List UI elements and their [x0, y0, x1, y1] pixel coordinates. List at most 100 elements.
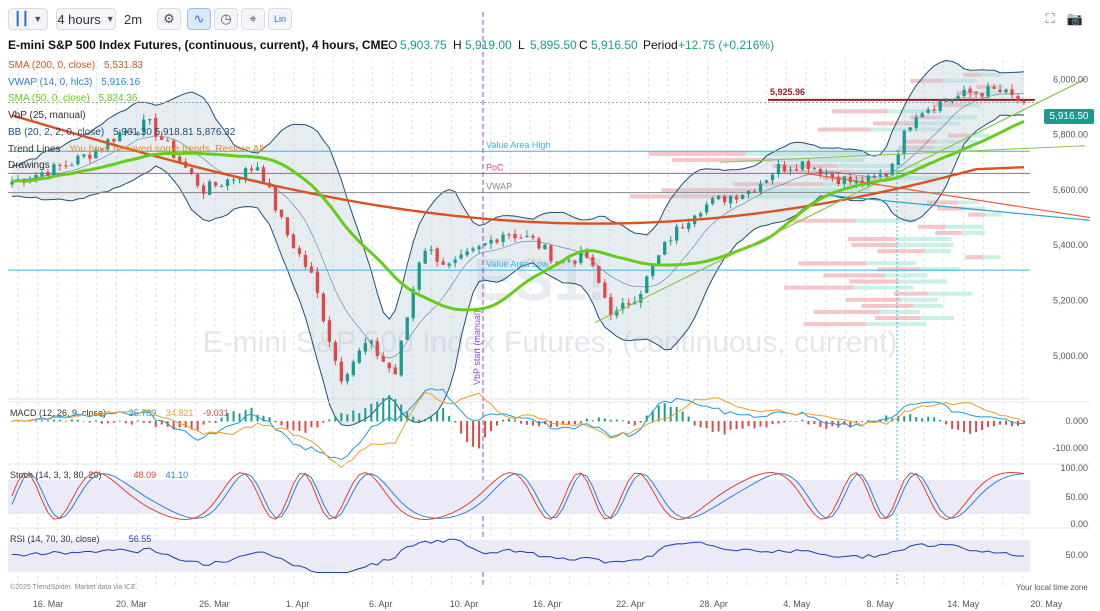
- macd-hist-bar: [969, 421, 972, 434]
- vbp-bar-red: [927, 200, 958, 205]
- stoch-k-line: [11, 471, 1025, 521]
- candle-body: [423, 250, 427, 264]
- candle-body: [483, 243, 487, 246]
- vbp-bar-red: [803, 322, 866, 327]
- macd-hist-bar: [909, 414, 912, 422]
- scale-button[interactable]: Lin: [268, 8, 292, 30]
- macd-hist-bar: [406, 412, 409, 422]
- candle-body: [651, 265, 655, 276]
- candle-body: [722, 195, 727, 203]
- legend-row[interactable]: VbP (25, manual): [8, 108, 264, 125]
- candle-body: [429, 249, 433, 251]
- indicator-toggle-button[interactable]: ∿: [187, 8, 211, 30]
- candle-body: [633, 301, 637, 305]
- candle-body: [956, 96, 960, 99]
- price-tick: 5,200.00: [1053, 295, 1088, 305]
- chart-title: E-mini S&P 500 Index Futures, (continuou…: [8, 38, 389, 52]
- macd-hist-bar: [418, 419, 421, 422]
- macd-hist-bar: [843, 421, 846, 425]
- macd-hist-bar: [555, 421, 558, 427]
- vbp-bar-red: [968, 212, 986, 217]
- macd-hist-bar: [993, 421, 996, 427]
- macd-hist-bar: [268, 417, 271, 422]
- replay-button[interactable]: 2m: [120, 8, 146, 30]
- macd-hist-bar: [981, 421, 984, 430]
- candle-body: [561, 259, 565, 263]
- interval-select[interactable]: 4 hours ▼: [56, 8, 116, 30]
- trend-line-down: [804, 172, 1091, 219]
- vbp-bar-red: [893, 291, 929, 296]
- chart-type-button[interactable]: ┃┃ ▼: [8, 8, 48, 30]
- legend-row[interactable]: VWAP (14, 0, hlc3) 5,916.16: [8, 75, 264, 92]
- macd-hist-bar: [885, 415, 888, 422]
- candle-body: [213, 182, 218, 186]
- candle-body: [303, 255, 308, 267]
- macd-hist-bar: [256, 414, 259, 422]
- macd-hist-bar: [220, 417, 223, 422]
- candle-body: [860, 180, 864, 186]
- candle-body: [453, 259, 457, 264]
- candle-body: [513, 234, 517, 239]
- vbp-bar-teal: [745, 151, 868, 156]
- macd-signal-line: [11, 392, 1025, 469]
- candle-body: [884, 173, 888, 177]
- vbp-bar-teal: [876, 176, 941, 181]
- vbp-bar-teal: [853, 285, 914, 290]
- macd-hist-bar: [244, 409, 247, 422]
- macd-hist-bar: [1005, 421, 1008, 425]
- settings-button[interactable]: ⚙: [157, 8, 181, 30]
- macd-hist-bar: [837, 421, 840, 428]
- candle-body: [573, 260, 577, 264]
- vbp-bar-teal: [901, 297, 938, 302]
- fullscreen-button[interactable]: ⛶: [1040, 8, 1060, 30]
- vbp-bar-teal: [914, 121, 961, 126]
- legend-row[interactable]: SMA (50, 0, close) 5,824.36: [8, 91, 264, 108]
- candle-body: [477, 246, 481, 250]
- vbp-bar-red: [648, 151, 746, 156]
- macd-hist-bar: [681, 411, 684, 422]
- candle-body: [675, 226, 679, 241]
- macd-hist-bar: [118, 420, 121, 422]
- macd-hist-bar: [921, 418, 924, 422]
- pane-value: 56.55: [129, 534, 152, 544]
- legend-row[interactable]: Drawings: [8, 158, 264, 175]
- legend-row[interactable]: SMA (200, 0, close) 5,531.83: [8, 58, 264, 75]
- candle-body: [579, 251, 583, 263]
- candle-body: [609, 297, 613, 316]
- macd-hist-bar: [801, 419, 804, 422]
- macd-hist-bar: [16, 420, 19, 422]
- macd-hist-bar: [280, 421, 283, 426]
- trend-line-up: [594, 78, 1086, 324]
- macd-hist-bar: [148, 421, 151, 424]
- vbp-bar-teal: [898, 279, 948, 284]
- candle-body: [710, 198, 715, 204]
- candle-body: [698, 213, 703, 217]
- chevron-down-icon: ▼: [33, 14, 43, 24]
- macd-hist-bar: [502, 419, 505, 422]
- pane-tick: 0.00: [1070, 519, 1088, 529]
- macd-hist-bar: [250, 407, 253, 422]
- macd-hist-bar: [855, 421, 858, 424]
- candle-body: [776, 164, 781, 175]
- macd-hist-bar: [94, 420, 97, 422]
- legend-row[interactable]: Trend Lines You have removed some trends…: [8, 142, 264, 159]
- candle-body: [525, 235, 529, 238]
- crosshair-button[interactable]: ⌖: [241, 8, 265, 30]
- macd-hist-bar: [939, 420, 942, 422]
- legend-row[interactable]: BB (20, 2, 2, 0, close) 5,961.30 5,918.8…: [8, 125, 264, 142]
- macd-hist-bar: [310, 421, 313, 428]
- macd-hist-bar: [897, 415, 900, 422]
- vbp-bar-red: [903, 139, 936, 144]
- macd-hist-bar: [262, 415, 265, 422]
- screenshot-button[interactable]: 📷: [1065, 8, 1085, 30]
- macd-hist-bar: [951, 421, 954, 429]
- time-tick: 8. May: [866, 599, 894, 609]
- macd-hist-bar: [442, 407, 445, 422]
- vbp-bar-red: [932, 103, 963, 108]
- vbp-bar-teal: [942, 78, 977, 83]
- clock-button[interactable]: ◷: [214, 8, 238, 30]
- timezone-button[interactable]: Your local time zone: [1016, 583, 1088, 592]
- macd-hist-bar: [831, 421, 834, 427]
- macd-hist-bar: [178, 421, 181, 428]
- vbp-bar-teal: [913, 303, 944, 308]
